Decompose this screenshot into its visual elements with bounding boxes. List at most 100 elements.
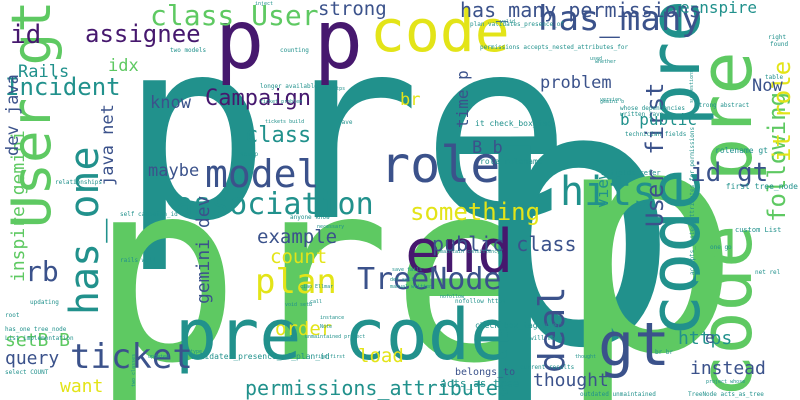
cloud-word: relationships: [55, 179, 102, 186]
cloud-word: br: [400, 90, 421, 110]
cloud-word: tickets build: [265, 119, 305, 125]
cloud-word: maintain consistency: [440, 249, 501, 255]
cloud-word: void setB: [285, 302, 313, 308]
cloud-word: p: [555, 62, 742, 400]
cloud-word: strong abstract: [695, 102, 750, 109]
cloud-word: whose dependencies: [620, 105, 686, 112]
cloud-word: gemini dev: [193, 195, 214, 304]
cloud-word: Rails: [18, 62, 70, 82]
cloud-word: ciao Ellmar: [300, 284, 334, 290]
cloud-word: count: [270, 246, 328, 268]
cloud-word: pre: [90, 127, 542, 400]
cloud-word: model: [205, 152, 320, 196]
cloud-word: maybe: [148, 161, 200, 181]
cloud-word: gt: [598, 310, 671, 380]
cloud-word: strong: [318, 0, 387, 20]
cloud-word: query: [5, 348, 60, 369]
cloud-word: has_one tree_node: [5, 326, 67, 333]
cloud-word: plan validates_presence_of: [470, 21, 564, 28]
cloud-word: id: [10, 20, 42, 50]
cloud-word: association: [175, 187, 374, 222]
cloud-word: gemini b: [600, 99, 625, 105]
cloud-word: nofollow https: [455, 298, 506, 305]
cloud-word: valid: [500, 19, 516, 25]
cloud-word: pre code: [175, 294, 513, 376]
cloud-word: manual written: [390, 284, 433, 290]
cloud-word: first tree_node: [725, 182, 798, 191]
cloud-word: two models: [170, 47, 207, 54]
cloud-word: public class: [432, 232, 577, 256]
cloud-word: check_box_tag user: [475, 321, 562, 330]
cloud-word: counting: [280, 47, 309, 54]
cloud-word: TreeNode: [357, 262, 502, 297]
cloud-word: unmaintained project: [305, 334, 366, 340]
cloud-word: java net: [98, 104, 118, 186]
cloud-word: thought: [575, 354, 597, 360]
cloud-word: rails will: [120, 257, 157, 264]
cloud-word: found: [770, 41, 789, 48]
cloud-word: permissions accepts_nested_attributes_fo…: [480, 44, 629, 51]
cloud-word: written java: [620, 111, 664, 118]
cloud-word: p: [465, 8, 682, 400]
cloud-word: permissions_attributes: [245, 376, 510, 400]
cloud-word: time p: [453, 70, 472, 128]
cloud-word: TreeNode acts_as_tree: [688, 391, 764, 398]
cloud-word: hits: [560, 169, 657, 215]
cloud-word: List implementation: [5, 335, 74, 342]
cloud-word: updating: [30, 299, 59, 306]
cloud-word: outdated unmaintained: [580, 391, 656, 398]
cloud-word: code: [370, 0, 510, 65]
cloud-word: https: [678, 328, 733, 349]
cloud-word: example: [257, 226, 338, 248]
cloud-word: select COUNT: [5, 369, 49, 376]
cloud-word: version: [600, 97, 622, 103]
cloud-word: type: [190, 349, 203, 355]
cloud-word: save: [338, 119, 353, 126]
cloud-word: B b: [472, 138, 503, 158]
cloud-word: thought: [533, 370, 609, 391]
cloud-word: instead: [690, 358, 766, 379]
cloud-word: want: [60, 376, 104, 397]
cloud-word: one go: [710, 244, 732, 251]
cloud-word: pre: [120, 0, 572, 276]
cloud-word: href https: [315, 86, 346, 92]
cloud-word: longer available: [260, 83, 318, 90]
cloud-word: dev java: [3, 74, 23, 156]
cloud-word: b public: [620, 110, 698, 129]
cloud-word: self campaign_id: [120, 211, 178, 218]
cloud-word: e nspire: [680, 0, 758, 17]
cloud-word: used: [590, 56, 603, 62]
cloud-word: view: [593, 169, 612, 208]
cloud-word: rb: [25, 255, 59, 288]
cloud-word: anyone know: [290, 214, 330, 221]
cloud-word: nofollow: [440, 294, 465, 300]
cloud-word: belongs_to: [455, 367, 516, 378]
cloud-word: accepts_nested_attributes_for permission…: [689, 126, 696, 275]
cloud-word: technician fields: [625, 131, 687, 138]
cloud-word: something: [410, 198, 541, 226]
cloud-word: ticket: [70, 337, 193, 377]
cloud-word: order: [275, 318, 333, 340]
cloud-word: load: [358, 345, 404, 367]
cloud-word: role rolename: [480, 157, 543, 166]
cloud-word: has_many: [538, 0, 702, 39]
cloud-word: Incident: [5, 73, 121, 101]
cloud-word: e: [705, 328, 715, 347]
cloud-word: class: [245, 123, 312, 148]
cloud-word: know: [150, 93, 191, 113]
cloud-word: right: [768, 34, 787, 41]
cloud-word: net rel: [755, 269, 781, 276]
cloud-word: it check_box_tag: [475, 119, 553, 128]
cloud-word: validates_presence_of_plan_id: [190, 352, 330, 361]
cloud-word: updated: [148, 354, 170, 360]
cloud-word: custom List: [735, 226, 782, 234]
cloud-word: ticket problem: [260, 99, 303, 105]
cloud-word: idx: [108, 56, 139, 76]
cloud-word: will make: [530, 335, 563, 342]
cloud-word: project whose: [706, 379, 746, 385]
cloud-word: necessary: [317, 224, 345, 230]
cloud-word: end: [405, 217, 514, 287]
cloud-word: root: [5, 312, 20, 319]
cloud-word: table: [765, 74, 784, 81]
